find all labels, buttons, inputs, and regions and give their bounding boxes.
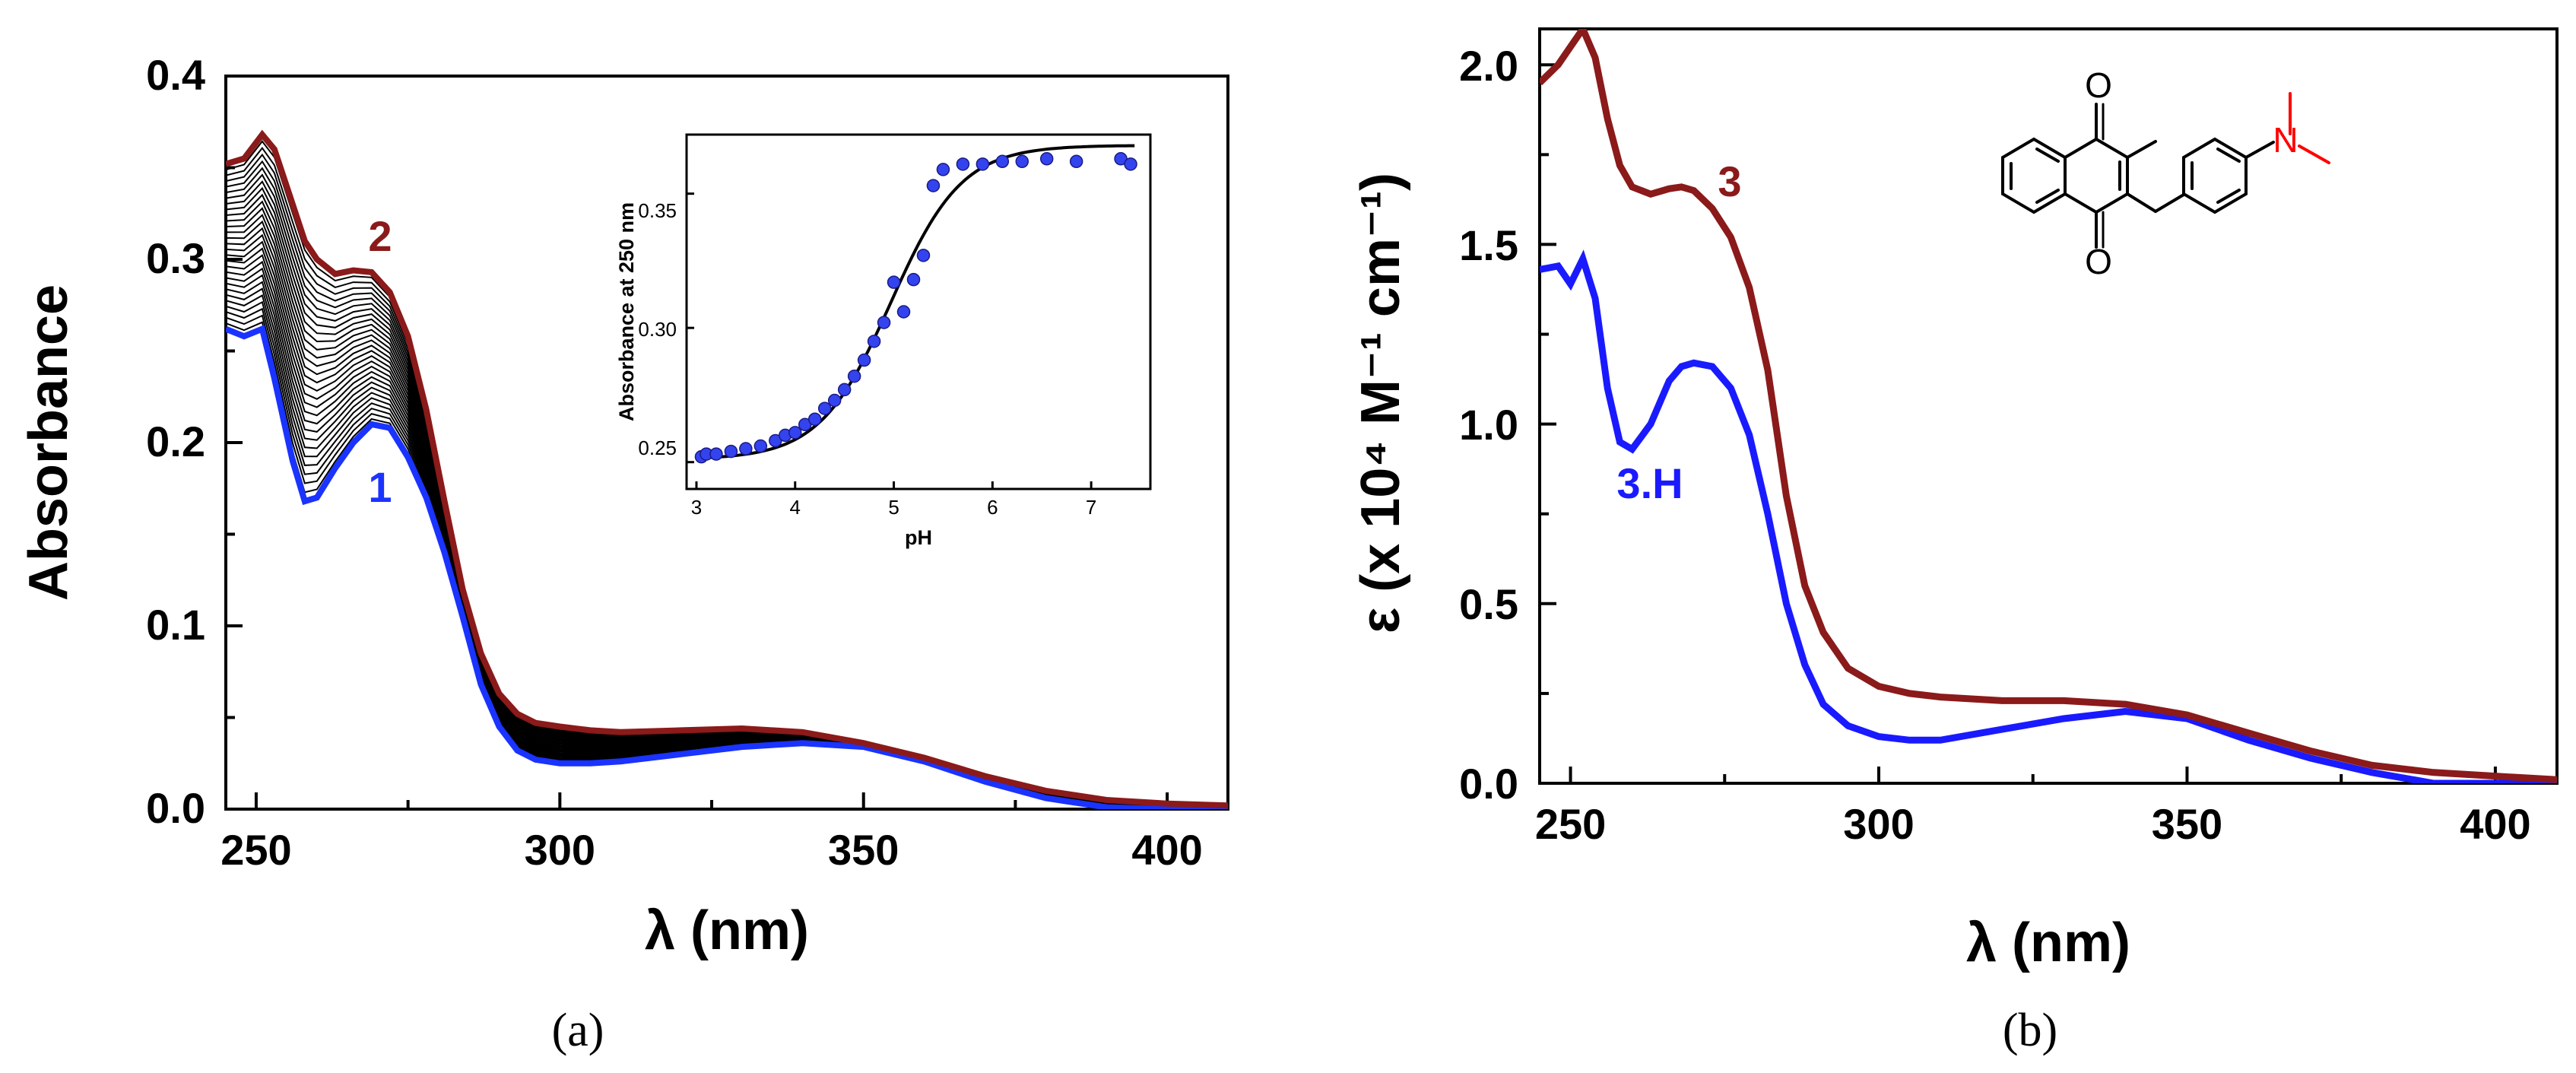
inset-data-point <box>867 335 881 348</box>
panel-a-xtick-1: 300 <box>525 826 595 874</box>
panel-b-ticks <box>1540 63 2497 785</box>
structure-quinone-ring <box>2064 137 2129 214</box>
structure-n-methyl-2 <box>2298 144 2330 164</box>
panel-a-ytick-0: 0.0 <box>146 784 205 832</box>
structure-ch2 <box>2126 192 2157 213</box>
inset-data-point <box>1015 154 1029 169</box>
inset-data-point <box>847 369 861 383</box>
caption-b: (b) <box>2003 1005 2057 1056</box>
inset-ytick-1: 0.30 <box>638 318 677 341</box>
inset-fit <box>696 144 1135 460</box>
panel-b-xtick-1: 300 <box>1843 800 1914 848</box>
inset-data-point <box>1039 152 1054 166</box>
panel-b-series-3-line <box>1540 29 2557 783</box>
inset-data-point <box>817 402 832 415</box>
inset-xtick-4: 7 <box>1086 496 1096 519</box>
inset-data-point <box>857 353 871 367</box>
panel-b-series-3h-line <box>1540 249 2557 783</box>
inset-ylabel: Absorbance at 250 nm <box>615 202 638 421</box>
panel-a-lines <box>226 129 1228 809</box>
panel-a-ytick-3: 0.3 <box>146 234 205 282</box>
structure-ch2 <box>2154 193 2185 213</box>
inset-data-point <box>753 439 768 453</box>
panel-a-ytick-1: 0.1 <box>146 601 205 649</box>
inset-points <box>694 152 1137 464</box>
panel-b: 0.0 0.5 1.0 1.5 2.0 250 300 350 400 λ (n… <box>1350 27 2559 1056</box>
panel-b-ytick-3: 1.5 <box>1459 221 1518 269</box>
panel-b-plot-frame <box>1538 27 2559 785</box>
panel-a-xlabel: λ (nm) <box>645 900 809 961</box>
inset-xlabel: pH <box>905 526 932 549</box>
inset-ytick-2: 0.35 <box>638 199 677 222</box>
inset-data-point <box>976 157 990 171</box>
inset-data-point <box>739 442 753 456</box>
structure-methyl <box>2126 140 2157 159</box>
chemical-structure <box>2001 92 2330 249</box>
structure-atom-o-bottom: O <box>2085 242 2112 281</box>
panel-a-ticks <box>226 75 1169 811</box>
panel-b-ytick-2: 1.0 <box>1459 401 1518 449</box>
inset-data-point <box>896 305 911 319</box>
panel-b-ylabel: ε (x 10⁴ M⁻¹ cm⁻¹) <box>1350 173 1411 633</box>
panel-b-ytick-1: 0.5 <box>1459 580 1518 628</box>
panel-b-ytick-0: 0.0 <box>1459 760 1518 808</box>
structure-bond <box>2216 148 2241 163</box>
inset-data-point <box>788 426 802 440</box>
inset-frame <box>685 133 1152 490</box>
panel-a: 0.0 0.1 0.2 0.3 0.4 250 300 350 400 λ (n… <box>18 51 1229 1056</box>
inset-data-point <box>995 154 1010 169</box>
panel-b-xtick-0: 250 <box>1535 800 1606 848</box>
inset-data-point <box>1124 157 1137 171</box>
structure-bond <box>2035 148 2060 163</box>
inset-data-point <box>837 383 852 397</box>
inset: 0.25 0.30 0.35 3 4 5 6 7 pH Absorbance a… <box>615 133 1152 549</box>
inset-xtick-3: 6 <box>987 496 998 519</box>
panel-a-ytick-4: 0.4 <box>146 51 205 99</box>
panel-a-xtick-2: 350 <box>828 826 899 874</box>
inset-data-point <box>936 163 950 176</box>
inset-data-point <box>807 412 822 426</box>
panel-a-series-label-1: 1 <box>368 463 392 511</box>
panel-b-lines <box>1540 29 2557 783</box>
inset-data-point <box>887 275 901 289</box>
panel-a-series-label-2: 2 <box>368 212 392 260</box>
panel-a-xtick-0: 250 <box>220 826 291 874</box>
inset-xtick-0: 3 <box>691 496 702 519</box>
structure-atom-n: N <box>2273 120 2298 160</box>
panel-a-series-2-line <box>226 129 1228 809</box>
panel-a-xtick-3: 400 <box>1131 826 1202 874</box>
inset-data-point <box>877 316 891 329</box>
inset-data-point <box>926 179 941 192</box>
panel-b-series-label-3: 3 <box>1718 157 1741 205</box>
panel-b-xtick-3: 400 <box>2460 800 2530 848</box>
panel-b-xlabel: λ (nm) <box>1966 913 2130 973</box>
inset-data-point <box>1069 154 1083 169</box>
inset-data-point <box>709 447 723 461</box>
inset-data-point <box>916 249 931 262</box>
inset-ticks <box>687 192 1093 489</box>
structure-bond <box>2035 189 2060 204</box>
inset-fit-curve <box>696 144 1135 460</box>
panel-b-ytick-4: 2.0 <box>1459 42 1518 90</box>
inset-xtick-2: 5 <box>888 496 899 519</box>
panel-b-xtick-2: 350 <box>2152 800 2222 848</box>
inset-data-point <box>906 272 921 287</box>
panel-a-ytick-2: 0.2 <box>146 417 205 465</box>
panel-a-series-1-line <box>226 325 1228 809</box>
inset-data-point <box>724 444 738 459</box>
structure-c-n-bond <box>2244 141 2275 159</box>
inset-data-point <box>956 157 970 171</box>
inset-xtick-1: 4 <box>790 496 801 519</box>
inset-data-point <box>827 393 842 408</box>
panel-b-series-label-3h: 3.H <box>1616 459 1683 507</box>
panel-a-ylabel: Absorbance <box>18 284 79 601</box>
inset-ytick-0: 0.25 <box>638 437 677 459</box>
caption-a: (a) <box>552 1005 604 1056</box>
structure-bond <box>2216 189 2241 204</box>
structure-atom-o-top: O <box>2085 65 2112 105</box>
